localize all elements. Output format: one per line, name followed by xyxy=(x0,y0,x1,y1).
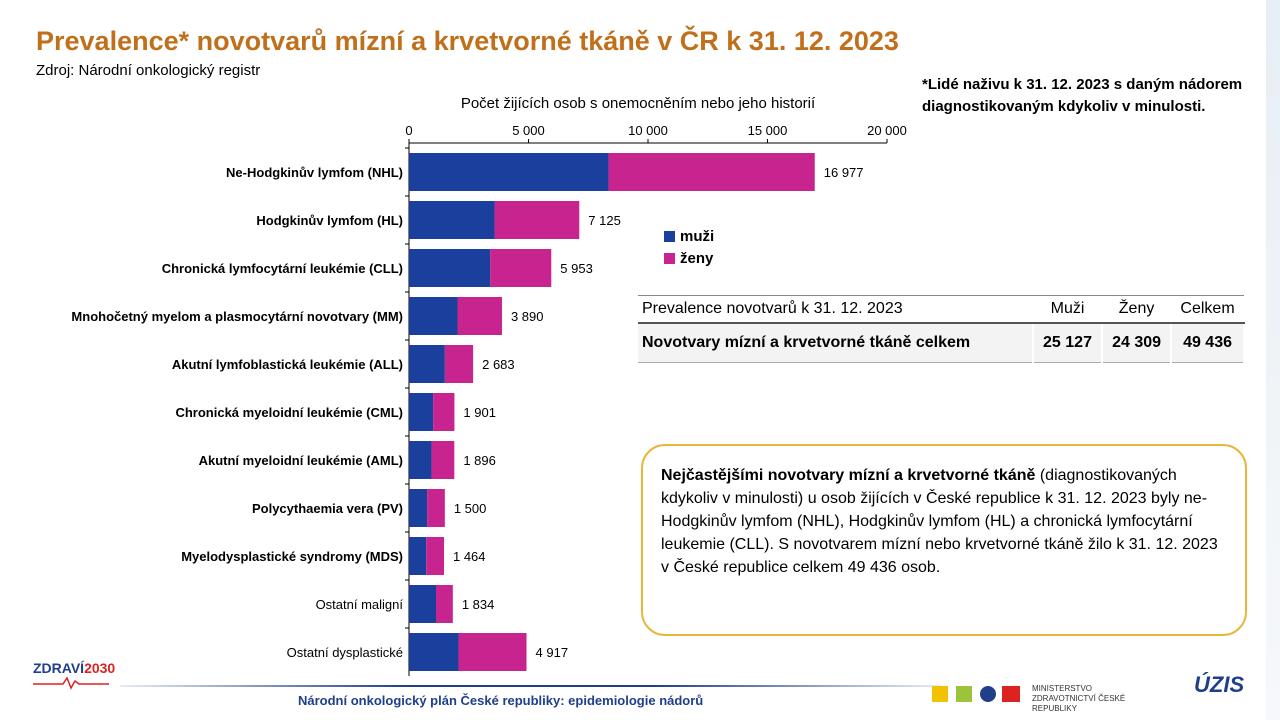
summary-header-label: Prevalence novotvarů k 31. 12. 2023 xyxy=(638,295,1033,324)
info-box: Nejčastějšími novotvary mízní a krvetvor… xyxy=(641,444,1247,636)
x-tick-label: 5 000 xyxy=(512,123,545,138)
info-box-text: (diagnostikovaných kdykoliv v minulosti)… xyxy=(661,467,1218,576)
category-label: Akutní lymfoblastická leukémie (ALL) xyxy=(172,357,403,372)
page-title: Prevalence* novotvarů mízní a krvetvorné… xyxy=(36,26,899,56)
summary-header-row: Prevalence novotvarů k 31. 12. 2023 Muži… xyxy=(638,295,1244,324)
legend-item-zeny: ženy xyxy=(664,247,714,269)
footnote: *Lidé naživu k 31. 12. 2023 s daným nádo… xyxy=(922,76,1243,115)
bar-segment-muzi xyxy=(409,537,427,575)
bar-segment-zeny xyxy=(433,393,455,431)
summary-row: Novotvary mízní a krvetvorné tkáně celke… xyxy=(638,323,1245,363)
heartbeat-icon xyxy=(33,676,109,690)
bar-segment-muzi xyxy=(409,345,445,383)
summary-header-men: Muži xyxy=(1032,295,1103,324)
total-data-label: 5 953 xyxy=(560,261,593,276)
bar-segment-zeny xyxy=(490,249,552,287)
total-data-label: 2 683 xyxy=(482,357,515,372)
bar-segment-zeny xyxy=(426,537,444,575)
summary-row-total: 49 436 xyxy=(1171,323,1245,363)
category-label: Mnohočetný myelom a plasmocytární novotv… xyxy=(71,309,403,324)
category-label: Ostatní maligní xyxy=(316,597,404,612)
ministry-emblem-icon xyxy=(932,686,1020,702)
category-label: Akutní myeloidní leukémie (AML) xyxy=(199,453,403,468)
x-tick-label: 20 000 xyxy=(867,123,907,138)
footer-divider xyxy=(120,685,940,687)
bar-segment-muzi xyxy=(409,585,437,623)
category-label: Chronická myeloidní leukémie (CML) xyxy=(175,405,403,420)
total-data-label: 16 977 xyxy=(824,165,864,180)
bar-segment-muzi xyxy=(409,297,458,335)
prevalence-bar-chart: Počet žijících osob s onemocněním nebo j… xyxy=(71,95,907,676)
legend-item-muzi: muži xyxy=(664,225,714,247)
x-axis-title: Počet žijících osob s onemocněním nebo j… xyxy=(461,95,816,112)
bar-segment-zeny xyxy=(457,297,502,335)
x-tick-label: 15 000 xyxy=(748,123,788,138)
bar-segment-zeny xyxy=(431,441,455,479)
bar-segment-muzi xyxy=(409,441,432,479)
bar-segment-zeny xyxy=(608,153,815,191)
bar-segment-zeny xyxy=(444,345,474,383)
zdravi-2030-logo: ZDRAVÍ2030 xyxy=(33,660,115,690)
summary-row-women: 24 309 xyxy=(1102,323,1173,363)
bar-segment-muzi xyxy=(409,633,459,671)
legend-label-muzi: muži xyxy=(680,227,715,245)
ministry-logo xyxy=(930,680,1026,706)
summary-row-label: Novotvary mízní a krvetvorné tkáně celke… xyxy=(638,323,1034,363)
bar-segment-zeny xyxy=(427,489,445,527)
summary-header-total: Celkem xyxy=(1171,295,1244,324)
bar-segment-muzi xyxy=(409,249,491,287)
bar-segment-zeny xyxy=(458,633,527,671)
category-label: Chronická lymfocytární leukémie (CLL) xyxy=(162,261,403,276)
total-data-label: 1 901 xyxy=(463,405,496,420)
category-label: Polycythaemia vera (PV) xyxy=(252,501,403,516)
total-data-label: 7 125 xyxy=(588,213,621,228)
side-decoration-bar xyxy=(1266,0,1280,720)
summary-row-men: 25 127 xyxy=(1032,323,1104,363)
bar-segment-zeny xyxy=(494,201,580,239)
total-data-label: 1 834 xyxy=(462,597,495,612)
uzis-logo: ÚZIS xyxy=(1194,672,1245,697)
bar-segment-muzi xyxy=(409,489,428,527)
bar-segment-muzi xyxy=(409,153,609,191)
category-label: Hodgkinův lymfom (HL) xyxy=(256,213,403,228)
category-label: Ne-Hodgkinův lymfom (NHL) xyxy=(226,165,403,180)
bar-segment-muzi xyxy=(409,393,434,431)
ministry-name: MINISTERSTVO ZDRAVOTNICTVÍ ČESKÉ REPUBLI… xyxy=(1032,684,1126,713)
total-data-label: 1 896 xyxy=(463,453,496,468)
category-label: Ostatní dysplastické xyxy=(287,645,403,660)
total-data-label: 1 500 xyxy=(454,501,487,516)
total-data-label: 3 890 xyxy=(511,309,544,324)
legend-label-zeny: ženy xyxy=(680,249,714,267)
legend-swatch-zeny xyxy=(664,252,675,264)
legend-swatch-muzi xyxy=(664,230,675,242)
zdravi-logo-word: ZDRAVÍ xyxy=(33,660,85,676)
bar-segment-muzi xyxy=(409,201,495,239)
category-label: Myelodysplastické syndromy (MDS) xyxy=(181,549,403,564)
bar-segment-zeny xyxy=(436,585,453,623)
info-box-lead: Nejčastějšími novotvary mízní a krvetvor… xyxy=(661,467,1036,484)
x-tick-label: 0 xyxy=(405,123,412,138)
source-note: Zdroj: Národní onkologický registr xyxy=(36,62,261,79)
zdravi-logo-year: 2030 xyxy=(84,660,116,676)
chart-legend: muži ženy xyxy=(664,225,714,269)
summary-header-women: Ženy xyxy=(1102,295,1172,324)
total-data-label: 1 464 xyxy=(453,549,486,564)
total-data-label: 4 917 xyxy=(536,645,569,660)
footer-text: Národní onkologický plán České republiky… xyxy=(298,693,704,708)
x-tick-label: 10 000 xyxy=(628,123,668,138)
summary-table: Prevalence novotvarů k 31. 12. 2023 Muži… xyxy=(638,295,1245,363)
